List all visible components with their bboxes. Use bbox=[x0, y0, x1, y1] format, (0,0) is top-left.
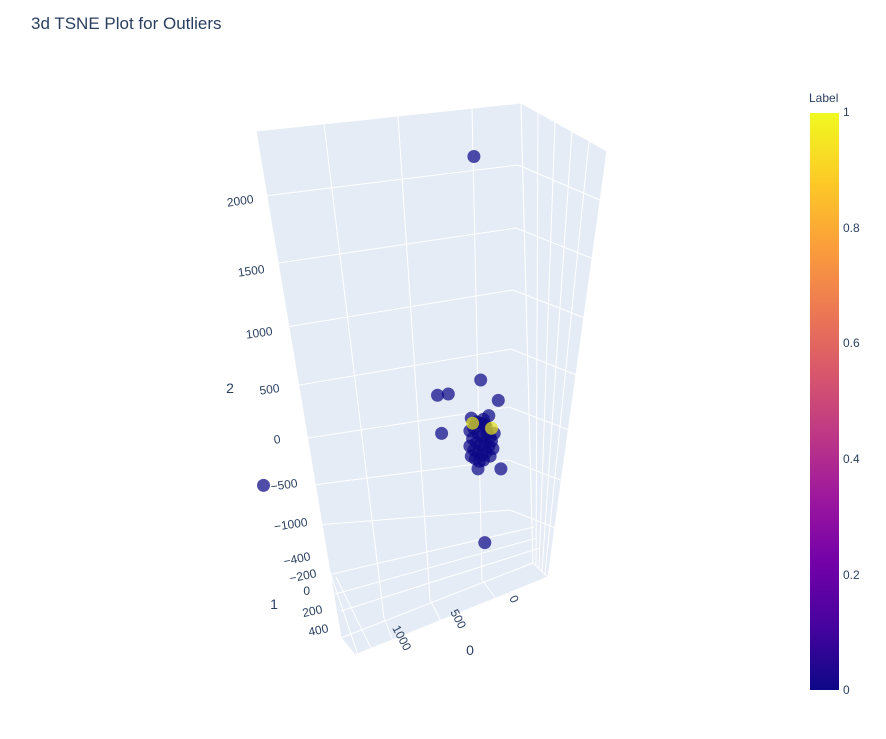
colorbar-tick: 0.4 bbox=[843, 452, 860, 466]
x-axis-title: 0 bbox=[466, 642, 474, 658]
z-tick: 500 bbox=[259, 381, 281, 398]
scatter-point[interactable] bbox=[257, 478, 270, 492]
scatter-point[interactable] bbox=[478, 536, 492, 550]
scatter-point-outlier[interactable] bbox=[466, 416, 480, 430]
scatter-points[interactable] bbox=[257, 150, 508, 550]
z-tick: 1500 bbox=[237, 262, 266, 280]
scatter-point[interactable] bbox=[474, 373, 488, 387]
colorbar-tick: 0.2 bbox=[843, 568, 860, 582]
y-tick: 0 bbox=[303, 584, 310, 598]
scatter-point[interactable] bbox=[441, 387, 455, 401]
z-tick: −1000 bbox=[273, 515, 309, 534]
scatter-point[interactable] bbox=[482, 409, 496, 423]
colorbar bbox=[810, 113, 839, 690]
scatter-point[interactable] bbox=[435, 426, 449, 440]
colorbar-tick: 0 bbox=[843, 683, 850, 697]
scatter-point[interactable] bbox=[471, 462, 485, 476]
y-tick: 200 bbox=[301, 602, 324, 620]
z-axis-title: 2 bbox=[226, 380, 234, 396]
scatter-point[interactable] bbox=[491, 393, 505, 407]
z-tick: −500 bbox=[270, 476, 299, 494]
y-tick: 400 bbox=[307, 621, 330, 639]
z-tick: 1000 bbox=[245, 324, 274, 342]
z-tick: 2000 bbox=[226, 192, 255, 210]
scatter-point[interactable] bbox=[486, 442, 500, 456]
scatter-point[interactable] bbox=[494, 462, 508, 476]
colorbar-tick: 0.8 bbox=[843, 221, 860, 235]
z-tick: 0 bbox=[273, 432, 282, 447]
scatter-point-outlier[interactable] bbox=[485, 421, 498, 435]
y-axis-title: 1 bbox=[270, 596, 278, 612]
colorbar-tick: 1 bbox=[843, 105, 850, 119]
x-tick: 0 bbox=[506, 593, 522, 606]
chart-title: 3d TSNE Plot for Outliers bbox=[31, 14, 222, 33]
side-wall bbox=[520, 102, 608, 579]
scatter-point[interactable] bbox=[467, 150, 481, 163]
y-tick: −200 bbox=[288, 566, 318, 585]
colorbar-tick: 0.6 bbox=[843, 336, 860, 350]
floor-plane bbox=[340, 562, 549, 656]
scatter-point[interactable] bbox=[431, 388, 444, 402]
y-tick: −400 bbox=[282, 549, 312, 568]
scatter-point[interactable] bbox=[464, 449, 478, 463]
colorbar-title: Label bbox=[809, 91, 839, 105]
